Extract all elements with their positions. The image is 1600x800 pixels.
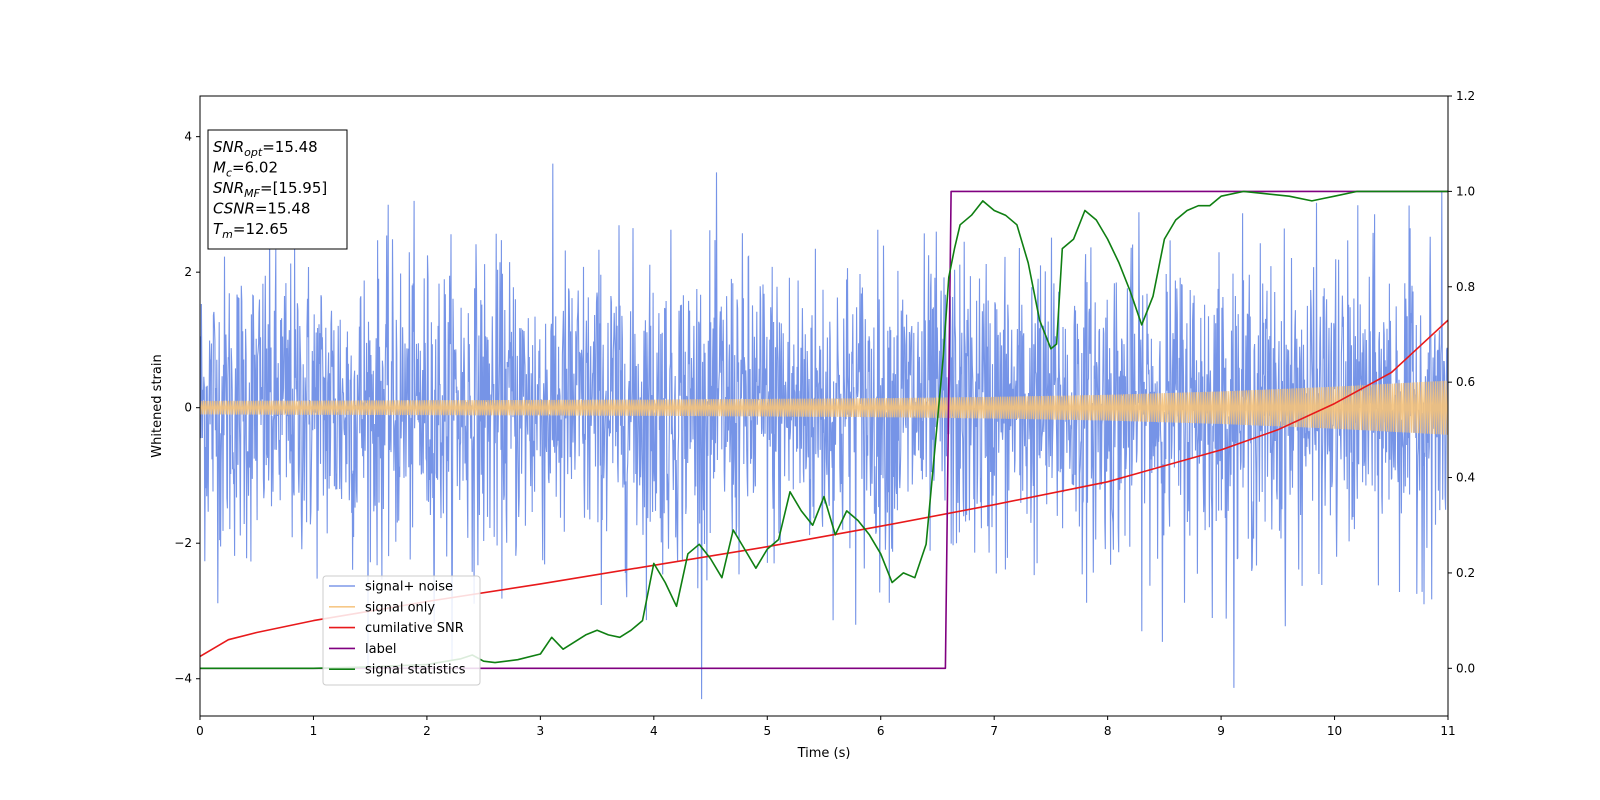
info-line: CSNR=15.48 xyxy=(213,200,310,218)
x-axis-label: Time (s) xyxy=(797,746,851,761)
series-line-signal-noise xyxy=(200,163,1448,700)
info-box-frame xyxy=(207,129,348,250)
series-layer xyxy=(200,163,1448,700)
info-line: SNRMF=[15.95] xyxy=(213,179,327,200)
legend-frame xyxy=(322,575,481,686)
x-tick-label: 2 xyxy=(423,724,431,738)
y-tick-label: 2 xyxy=(184,265,192,279)
x-tick-label: 8 xyxy=(1104,724,1112,738)
x-tick-label: 3 xyxy=(537,724,545,738)
axes-layer: 0 1 2 3 4 5 6 7 8 9 10 11 −4 −2 0 2 4 0.0 0.2 0.4 0.6 0.8 1.0 1… xyxy=(174,89,1475,738)
y-tick-label: −4 xyxy=(174,672,192,686)
y2-tick-label: 0.6 xyxy=(1456,375,1475,389)
x-tick-label: 9 xyxy=(1217,724,1225,738)
x-tick-label: 10 xyxy=(1327,724,1342,738)
y2-tick-label: 1.0 xyxy=(1456,184,1475,198)
info-line: Mc=6.02 xyxy=(213,159,278,180)
y2-tick-label: 0.2 xyxy=(1456,566,1475,580)
legend-entry: label xyxy=(365,642,396,657)
legend-entry: signal only xyxy=(365,600,435,615)
series-line-signal-statistics xyxy=(200,190,1448,670)
y-tick-label: 4 xyxy=(184,130,192,144)
y2-tick-label: 0.0 xyxy=(1456,661,1475,675)
y2-tick-label: 0.4 xyxy=(1456,471,1475,485)
info-line: Tm=12.65 xyxy=(213,220,288,241)
legend-entry: signal statistics xyxy=(365,663,466,678)
x-tick-label: 1 xyxy=(310,724,318,738)
series-line-label xyxy=(200,190,1448,670)
x-tick-label: 11 xyxy=(1440,724,1455,738)
y-tick-label: −2 xyxy=(174,536,192,550)
x-tick-label: 6 xyxy=(877,724,885,738)
x-tick-label: 7 xyxy=(990,724,998,738)
plot-frame xyxy=(199,95,1449,717)
series-line-signal-only xyxy=(200,380,1448,435)
series-line-cumilative-snr xyxy=(200,319,1448,658)
x-tick-label: 4 xyxy=(650,724,658,738)
y-tick-label: 0 xyxy=(184,401,192,415)
y2-tick-label: 0.8 xyxy=(1456,280,1475,294)
legend: signal+ noise signal only cumilative SNR la… xyxy=(322,575,481,686)
x-tick-label: 5 xyxy=(763,724,771,738)
info-line: SNRopt=15.48 xyxy=(213,138,318,159)
legend-entry: signal+ noise xyxy=(365,580,453,595)
x-tick-label: 0 xyxy=(196,724,204,738)
legend-entry: cumilative SNR xyxy=(365,621,464,636)
y-axis-label: Whitened strain xyxy=(150,354,165,457)
info-box: SNRopt=15.48Mc=6.02SNRMF=[15.95]CSNR=15.… xyxy=(207,129,348,250)
y2-tick-label: 1.2 xyxy=(1456,89,1475,103)
